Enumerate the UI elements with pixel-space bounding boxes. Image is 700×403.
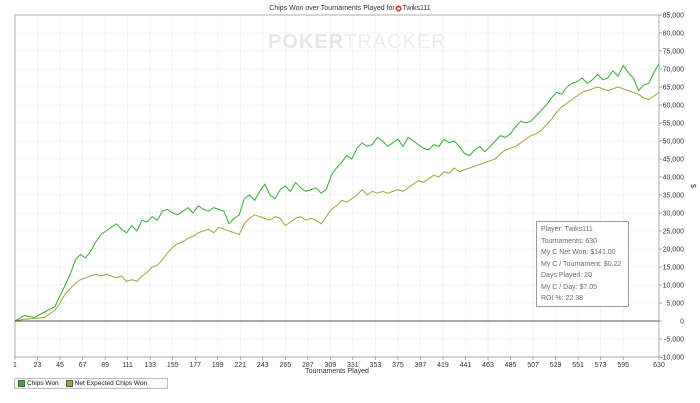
x-tick-label: 419: [437, 362, 449, 369]
x-tick-label: 265: [279, 362, 291, 369]
legend-swatch-chips-won: [18, 380, 25, 387]
x-tick-label: 551: [572, 362, 584, 369]
chart-title-text: Chips Won over Tournaments Played for: [269, 5, 395, 12]
x-tick-label: 573: [595, 362, 607, 369]
x-tick-label: 331: [347, 362, 359, 369]
x-axis-label: Tournaments Played: [305, 368, 369, 375]
stat-tournaments: Tournaments: 630: [541, 237, 598, 245]
x-tick-label: 177: [189, 362, 201, 369]
plot-area-border: [14, 14, 660, 358]
x-tick-label: 287: [302, 362, 314, 369]
series-layer: [14, 63, 660, 322]
y-axis-label: $: [689, 184, 696, 188]
stat-per-day: My C / Day: $7.05: [541, 283, 598, 291]
x-tick-label: 309: [325, 362, 337, 369]
y-tick-label: 70,000: [663, 67, 685, 74]
y-tick-label: 75,000: [663, 49, 685, 56]
y-tick-label: 65,000: [663, 85, 685, 92]
y-tick-label: -10,000: [660, 355, 684, 362]
y-tick-label: -5,000: [664, 337, 684, 344]
legend-swatch-net-expected: [65, 380, 73, 387]
x-tick-label: 199: [212, 362, 224, 369]
x-tick-label: 630: [653, 362, 665, 369]
x-tick-label: 353: [370, 362, 382, 369]
stat-player: Player: Twiks111: [541, 226, 593, 233]
x-tick-label: 89: [101, 362, 109, 369]
y-axis-ticks: -10,000 -5,000 0 5,000 10,000 15,000 20,000 25,…: [659, 13, 684, 362]
chart-title: Chips Won over Tournaments Played for Tw…: [269, 5, 430, 12]
y-tick-label: 45,000: [663, 157, 685, 164]
x-tick-label: 1: [13, 362, 17, 369]
y-tick-label: 85,000: [663, 13, 685, 20]
x-tick-label: 111: [122, 362, 133, 369]
y-tick-label: 80,000: [663, 31, 685, 38]
stat-roi: ROI %: 22.38: [541, 295, 584, 302]
poker-chip-icon: [394, 4, 403, 13]
y-tick-label: 5,000: [666, 301, 684, 308]
pokertracker-watermark: POKERTRACKER: [268, 31, 447, 54]
y-tick-label: 60,000: [663, 103, 685, 110]
x-tick-label: 397: [415, 362, 427, 369]
legend-label-net-expected: Net Expected Chips Won: [74, 380, 148, 387]
x-tick-label: 375: [392, 362, 404, 369]
x-tick-label: 441: [460, 362, 472, 369]
x-tick-label: 133: [144, 362, 156, 369]
y-tick-label: 0: [680, 319, 684, 326]
stat-days-played: Days Played: 20: [541, 272, 592, 279]
x-tick-label: 595: [617, 362, 629, 369]
y-tick-label: 40,000: [663, 175, 685, 182]
grid-lines: [15, 15, 659, 357]
stat-net-won: My C Net Won: $141.00: [541, 249, 616, 256]
stat-per-tournament: My C / Tournament: $0.22: [541, 260, 622, 268]
x-axis-ticks: 1 23 45 67 89 111 133 155 177 199 221 243 265 287 309 3…: [13, 357, 665, 369]
y-tick-label: 20,000: [663, 247, 685, 254]
watermark-part1: POKER: [268, 31, 345, 53]
x-tick-label: 529: [550, 362, 562, 369]
x-tick-label: 243: [257, 362, 269, 369]
x-tick-label: 155: [167, 362, 179, 369]
legend-label-chips-won: Chips Won: [27, 380, 59, 387]
y-tick-label: 55,000: [663, 121, 685, 128]
x-tick-label: 221: [234, 362, 246, 369]
y-tick-label: 10,000: [663, 283, 685, 290]
x-tick-label: 23: [34, 362, 42, 369]
x-tick-label: 463: [482, 362, 494, 369]
y-tick-label: 30,000: [663, 211, 685, 218]
x-tick-label: 67: [79, 362, 87, 369]
series-line-chips-won: [14, 63, 660, 322]
chart-title-player: Twiks111: [403, 5, 431, 12]
y-tick-label: 50,000: [663, 139, 685, 146]
x-tick-label: 485: [505, 362, 517, 369]
series-line-net-expected-chips-won: [14, 86, 660, 322]
legend-item-chips-won[interactable]: Chips Won: [18, 380, 59, 387]
player-stats-box: Player: Twiks111 Tournaments: 630 My C N…: [536, 221, 629, 307]
x-tick-label: 507: [527, 362, 539, 369]
x-tick-label: 45: [56, 362, 64, 369]
legend: Chips Won Net Expected Chips Won: [14, 378, 168, 389]
legend-item-net-expected[interactable]: Net Expected Chips Won: [65, 380, 148, 387]
y-tick-label: 15,000: [663, 265, 685, 272]
watermark-part2: TRACKER: [344, 31, 447, 53]
y-tick-label: 25,000: [663, 229, 685, 236]
y-tick-label: 35,000: [663, 193, 685, 200]
